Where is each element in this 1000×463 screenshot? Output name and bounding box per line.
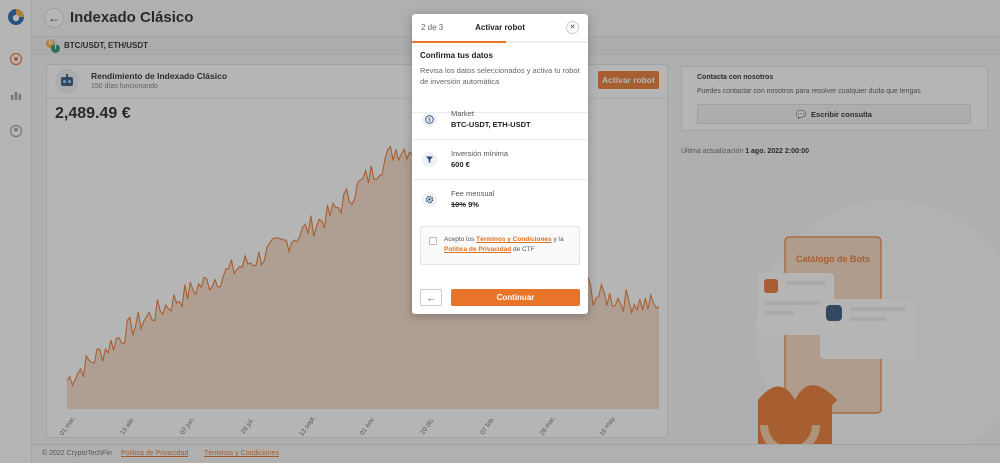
activate-robot-modal: 2 de 3 Activar robot ✕ Confirma tus dato… <box>412 14 588 314</box>
write-consult-label: Escribir consulta <box>811 109 872 119</box>
funnel-icon <box>422 152 437 167</box>
continue-button[interactable]: Continuar <box>451 289 580 306</box>
days-running: 150 días funcionando <box>91 83 158 90</box>
terms-link[interactable]: Términos y Condiciones <box>204 450 280 457</box>
terms-box: Acepto los Términos y Condiciones y la P… <box>420 226 580 265</box>
market-value: BTC-USDT, ETH-USDT <box>451 120 531 129</box>
monthly-fee-row: Fee mensual 10% 9% <box>412 180 588 220</box>
usdt-coin-icon: T <box>51 44 60 53</box>
user-nav-icon[interactable] <box>9 124 23 138</box>
svg-text:$: $ <box>428 117 431 123</box>
footer: © 2022 CryptoTechFin Política de Privaci… <box>32 444 1000 463</box>
left-rail <box>0 0 32 463</box>
arrow-left-icon: ← <box>426 292 436 303</box>
terms-suffix: de CTF <box>513 246 535 253</box>
terms-text: Acepto los Términos y Condiciones y la P… <box>444 235 576 255</box>
last-updated: Última actualización 1 ago. 2022 2:00:00 <box>681 148 809 155</box>
confirm-section: Confirma tus datos Revisa los datos sele… <box>412 43 588 113</box>
back-button[interactable]: ← <box>44 8 64 28</box>
divider <box>47 98 667 99</box>
contact-text: Puedes contactar con nosotros para resol… <box>697 88 921 95</box>
performance-title: Rendimiento de Indexado Clásico <box>91 71 228 81</box>
contact-card: Contacta con nosotros Puedes contactar c… <box>681 66 988 131</box>
chart-nav-icon[interactable] <box>9 88 23 102</box>
write-consult-button[interactable]: 💬 Escribir consulta <box>697 104 971 124</box>
gear-icon <box>422 192 437 207</box>
market-row: $ Market BTC-USDT, ETH-USDT <box>412 100 588 140</box>
modal-title: Activar robot <box>475 23 525 32</box>
monthly-fee-label: Fee mensual <box>451 189 495 198</box>
arrow-left-icon: ← <box>48 11 60 25</box>
terms-prefix: Acepto los <box>444 236 475 243</box>
monthly-fee-value: 10% 9% <box>451 200 479 209</box>
close-button[interactable]: ✕ <box>566 21 579 34</box>
privacy-link[interactable]: Política de Privacidad <box>121 450 189 457</box>
step-indicator: 2 de 3 <box>421 23 444 32</box>
last-updated-prefix: Última actualización <box>681 148 744 155</box>
robot-nav-icon[interactable] <box>9 52 23 66</box>
terms-conditions-link[interactable]: Términos y Condiciones <box>476 236 552 243</box>
min-investment-row: Inversión mínima 600 € <box>412 140 588 180</box>
pairs-label: BTC/USDT, ETH/USDT <box>64 41 148 50</box>
min-investment-value: 600 € <box>451 160 470 169</box>
page-title: Indexado Clásico <box>70 9 194 26</box>
robot-avatar-icon <box>55 69 79 93</box>
new-fee: 9% <box>468 200 479 209</box>
min-investment-label: Inversión mínima <box>451 149 509 158</box>
copyright: © 2022 CryptoTechFin <box>42 450 112 457</box>
btc-coin-icon: ₿ <box>46 39 55 48</box>
market-label: Market <box>451 109 474 118</box>
close-icon: ✕ <box>569 24 576 31</box>
balance-value: 2,489.49 € <box>55 105 131 122</box>
modal-back-button[interactable]: ← <box>420 289 442 306</box>
confirm-text: Revisa los datos seleccionados y activa … <box>420 66 580 86</box>
progress-fill <box>412 41 507 43</box>
old-fee: 10% <box>451 200 467 209</box>
accept-terms-checkbox[interactable] <box>429 237 437 245</box>
last-updated-value: 1 ago. 2022 2:00:00 <box>745 148 810 155</box>
bot-catalog-illustration: Catálogo de Bots <box>755 200 1000 463</box>
coin-badges: ₿ T <box>46 39 62 53</box>
dollar-coin-icon: $ <box>422 112 437 127</box>
privacy-policy-link[interactable]: Política de Privacidad <box>444 246 512 253</box>
chat-icon: 💬 <box>796 109 807 119</box>
app-logo[interactable] <box>7 8 25 26</box>
confirm-title: Confirma tus datos <box>420 51 493 60</box>
activate-robot-button[interactable]: Activar robot <box>598 71 659 89</box>
catalog-label: Catálogo de Bots <box>796 254 870 264</box>
terms-middle: y la <box>553 236 564 243</box>
contact-title: Contacta con nosotros <box>697 74 774 81</box>
